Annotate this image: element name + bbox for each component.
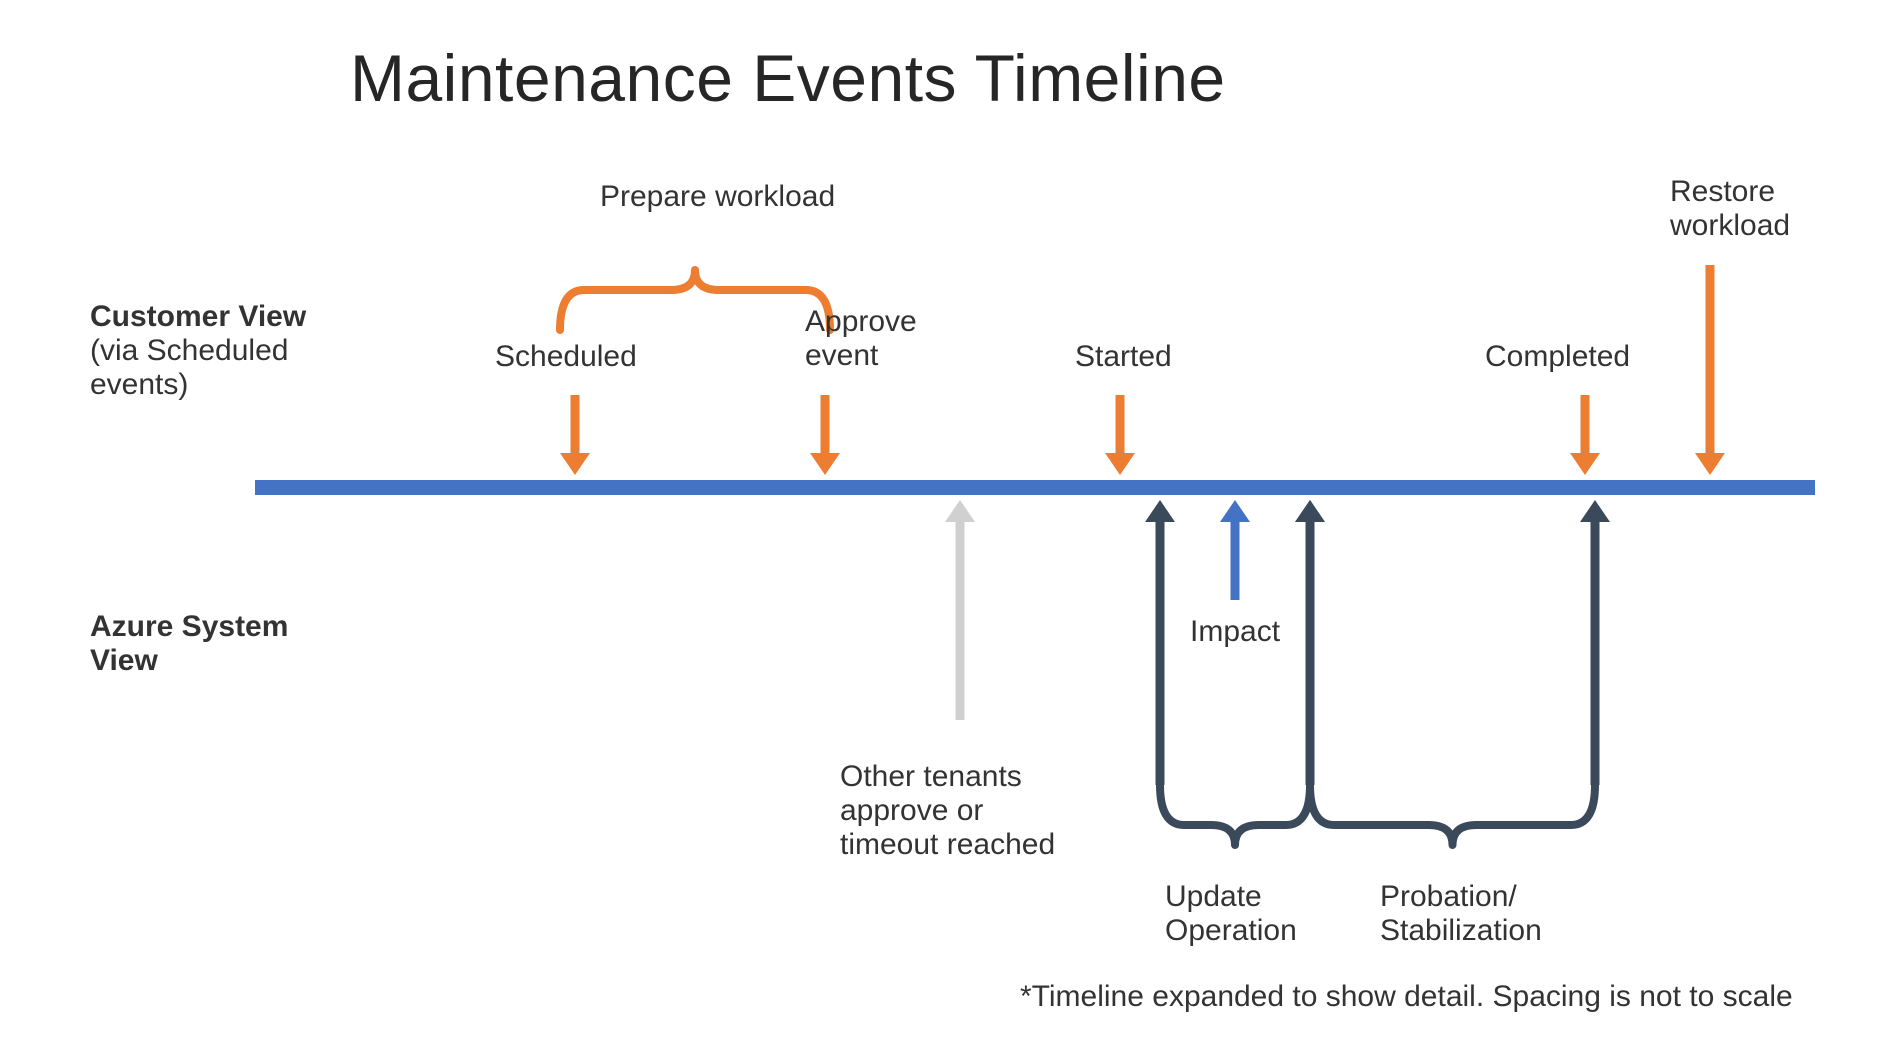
prepare-workload-label: Prepare workload <box>600 180 835 214</box>
scheduled-label: Scheduled <box>495 340 637 374</box>
diagram-svg <box>0 0 1895 1044</box>
footnote: *Timeline expanded to show detail. Spaci… <box>1020 980 1793 1014</box>
impact-label: Impact <box>1190 615 1280 649</box>
timeline-bar <box>255 480 1815 495</box>
diagram-root: Maintenance Events Timeline Customer View… <box>0 0 1895 1044</box>
update-op-label: Update Operation <box>1165 880 1297 948</box>
completed-label: Completed <box>1485 340 1630 374</box>
customer-view-label: Customer View(via Scheduledevents) <box>90 300 306 402</box>
approve-label: Approve event <box>805 305 917 373</box>
probation-label: Probation/ Stabilization <box>1380 880 1542 948</box>
restore-label: Restore workload <box>1670 175 1790 243</box>
azure-view-label: Azure SystemView <box>90 610 288 678</box>
diagram-title: Maintenance Events Timeline <box>350 40 1226 116</box>
started-label: Started <box>1075 340 1172 374</box>
other-tenants-label: Other tenants approve or timeout reached <box>840 760 1055 862</box>
